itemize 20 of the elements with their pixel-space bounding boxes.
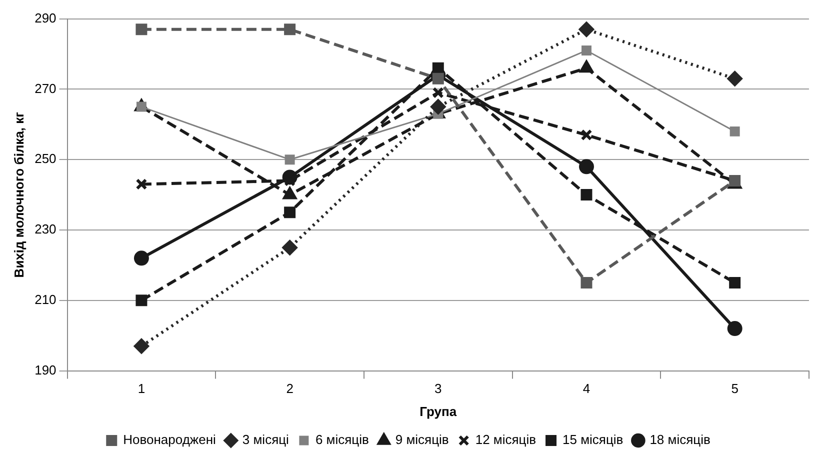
y-tick-label: 250 [34, 151, 56, 166]
x-tick-label: 2 [286, 381, 294, 396]
legend-label: 15 місяців [562, 432, 624, 448]
legend-label: 12 місяців [475, 432, 536, 448]
legend-label: 18 місяців [650, 432, 710, 448]
x-axis-title: Група [420, 404, 458, 419]
y-axis-title: Вихід молочного білка, кг [11, 111, 26, 278]
legend-label: Новонароджені [123, 432, 216, 448]
y-tick-label: 270 [34, 80, 56, 96]
y-tick-label: 230 [34, 222, 56, 237]
x-tick-label: 3 [434, 381, 442, 396]
y-tick-label: 190 [34, 362, 56, 378]
x-tick-label: 1 [138, 381, 146, 396]
y-tick-label: 290 [34, 10, 56, 26]
legend-label: 6 місяців [315, 432, 369, 448]
y-tick-label: 210 [34, 292, 56, 307]
legend-label: 3 місяці [242, 432, 290, 448]
legend-label: 9 місяців [395, 432, 449, 448]
x-tick-label: 4 [582, 381, 590, 396]
x-tick-label: 5 [731, 381, 738, 396]
